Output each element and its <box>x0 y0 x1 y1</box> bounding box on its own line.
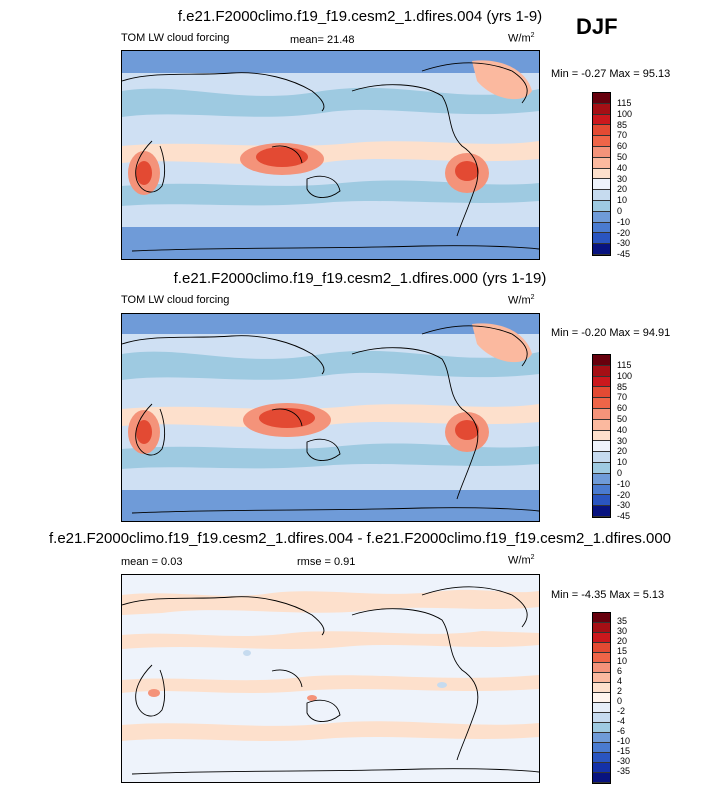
panel3-units: W/m2 <box>508 554 535 567</box>
colorbar-tick: -45 <box>617 249 631 260</box>
panel3-rmse-label: rmse = 0.91 <box>297 556 356 568</box>
panel2-variable-label: TOM LW cloud forcing <box>121 294 230 306</box>
colorbar-tick: 50 <box>617 414 628 424</box>
panel2-units: W/m2 <box>508 294 535 307</box>
panel2-minmax: Min = -0.20 Max = 94.91 <box>551 327 671 339</box>
colorbar-tick: 60 <box>617 403 628 414</box>
colorbar-tick: 40 <box>617 162 628 173</box>
panel3-colorbar <box>592 612 611 784</box>
colorbar-tick: 70 <box>617 392 628 403</box>
colorbar-tick: 70 <box>617 130 628 141</box>
colorbar-tick: 20 <box>617 446 628 457</box>
colorbar-tick: -15 <box>617 746 631 756</box>
panel3-mean-label: mean = 0.03 <box>121 556 183 568</box>
colorbar-tick: -6 <box>617 726 626 736</box>
colorbar-tick: 10 <box>617 195 628 206</box>
colorbar-tick: -20 <box>617 489 631 500</box>
colorbar-tick: 40 <box>617 424 628 435</box>
colorbar-tick: -2 <box>617 706 626 716</box>
panel1-map <box>121 50 540 260</box>
colorbar-tick: -30 <box>617 238 631 249</box>
colorbar-tick: 0 <box>617 696 623 706</box>
colorbar-tick: 60 <box>617 141 628 152</box>
panel2-title: f.e21.F2000climo.f19_f19.cesm2_1.dfires.… <box>173 270 547 287</box>
panel3-title: f.e21.F2000climo.f19_f19.cesm2_1.dfires.… <box>48 530 672 547</box>
panel3-map <box>121 574 540 783</box>
colorbar-tick: 0 <box>617 468 623 478</box>
panel1-units: W/m2 <box>508 32 535 45</box>
colorbar-tick: 10 <box>617 457 628 468</box>
colorbar-tick: -10 <box>617 216 631 227</box>
colorbar-tick: -35 <box>617 766 631 776</box>
colorbar-tick: -4 <box>617 716 626 726</box>
colorbar-tick: 10 <box>617 656 628 666</box>
colorbar-tick: 35 <box>617 616 628 626</box>
colorbar-tick: 4 <box>617 676 623 686</box>
panel3-minmax: Min = -4.35 Max = 5.13 <box>551 589 665 601</box>
panel1-variable-label: TOM LW cloud forcing <box>121 32 230 44</box>
colorbar-tick: -30 <box>617 756 631 766</box>
panel1-title: f.e21.F2000climo.f19_f19.cesm2_1.dfires.… <box>177 8 543 25</box>
colorbar-tick: 100 <box>617 108 633 119</box>
colorbar-tick: 85 <box>617 119 628 130</box>
colorbar-tick: 20 <box>617 184 628 195</box>
colorbar-tick: 30 <box>617 626 628 636</box>
colorbar-tick: 100 <box>617 370 633 381</box>
colorbar-tick: 115 <box>617 98 632 108</box>
colorbar-tick: 6 <box>617 666 623 676</box>
colorbar-tick: 85 <box>617 381 628 392</box>
colorbar-tick: 30 <box>617 173 628 184</box>
season-label: DJF <box>576 14 618 39</box>
colorbar-tick: 30 <box>617 435 628 446</box>
colorbar-tick: 15 <box>617 646 628 656</box>
colorbar-tick: -10 <box>617 736 631 746</box>
colorbar-tick: 115 <box>617 360 632 370</box>
colorbar-tick: 2 <box>617 686 623 696</box>
panel1-colorbar <box>592 92 611 256</box>
panel2-colorbar <box>592 354 611 518</box>
colorbar-tick: 0 <box>617 206 623 216</box>
colorbar-tick: -10 <box>617 478 631 489</box>
colorbar-tick: -30 <box>617 500 631 511</box>
colorbar-tick: -20 <box>617 227 631 238</box>
colorbar-tick: -45 <box>617 511 631 522</box>
colorbar-tick: 20 <box>617 636 628 646</box>
panel1-minmax: Min = -0.27 Max = 95.13 <box>551 68 671 80</box>
panel2-map <box>121 313 540 522</box>
panel1-mean-label: mean= 21.48 <box>290 34 355 46</box>
colorbar-tick: 50 <box>617 152 628 162</box>
